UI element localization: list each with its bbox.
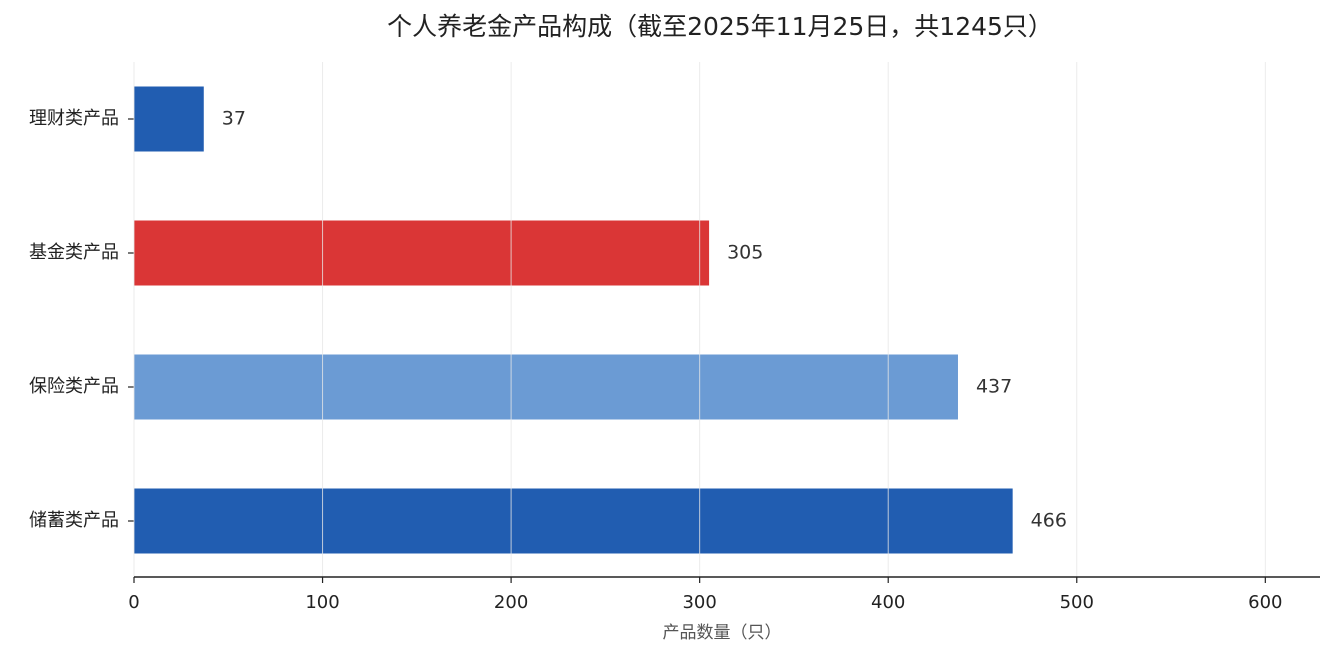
bar xyxy=(134,220,710,286)
x-axis-label: 产品数量（只） xyxy=(663,623,782,643)
x-tick-label: 400 xyxy=(871,592,905,613)
value-label: 37 xyxy=(222,108,246,130)
chart-title: 个人养老金产品构成（截至2025年11月25日，共1245只） xyxy=(387,12,1053,41)
value-label: 305 xyxy=(727,242,763,264)
x-tick-label: 600 xyxy=(1248,592,1282,613)
bar xyxy=(134,86,204,152)
y-tick-label: 储蓄类产品 xyxy=(29,510,119,531)
y-tick-label: 保险类产品 xyxy=(29,376,119,397)
x-tick-label: 100 xyxy=(305,592,339,613)
y-tick-label: 理财类产品 xyxy=(29,108,119,129)
x-tick-label: 300 xyxy=(682,592,716,613)
value-label: 437 xyxy=(976,376,1012,398)
x-tick-label: 0 xyxy=(128,592,139,613)
bar xyxy=(134,488,1013,554)
value-label: 466 xyxy=(1031,510,1067,532)
x-tick-label: 500 xyxy=(1060,592,1094,613)
y-tick-label: 基金类产品 xyxy=(29,242,119,263)
x-tick-label: 200 xyxy=(494,592,528,613)
bar xyxy=(134,354,958,420)
